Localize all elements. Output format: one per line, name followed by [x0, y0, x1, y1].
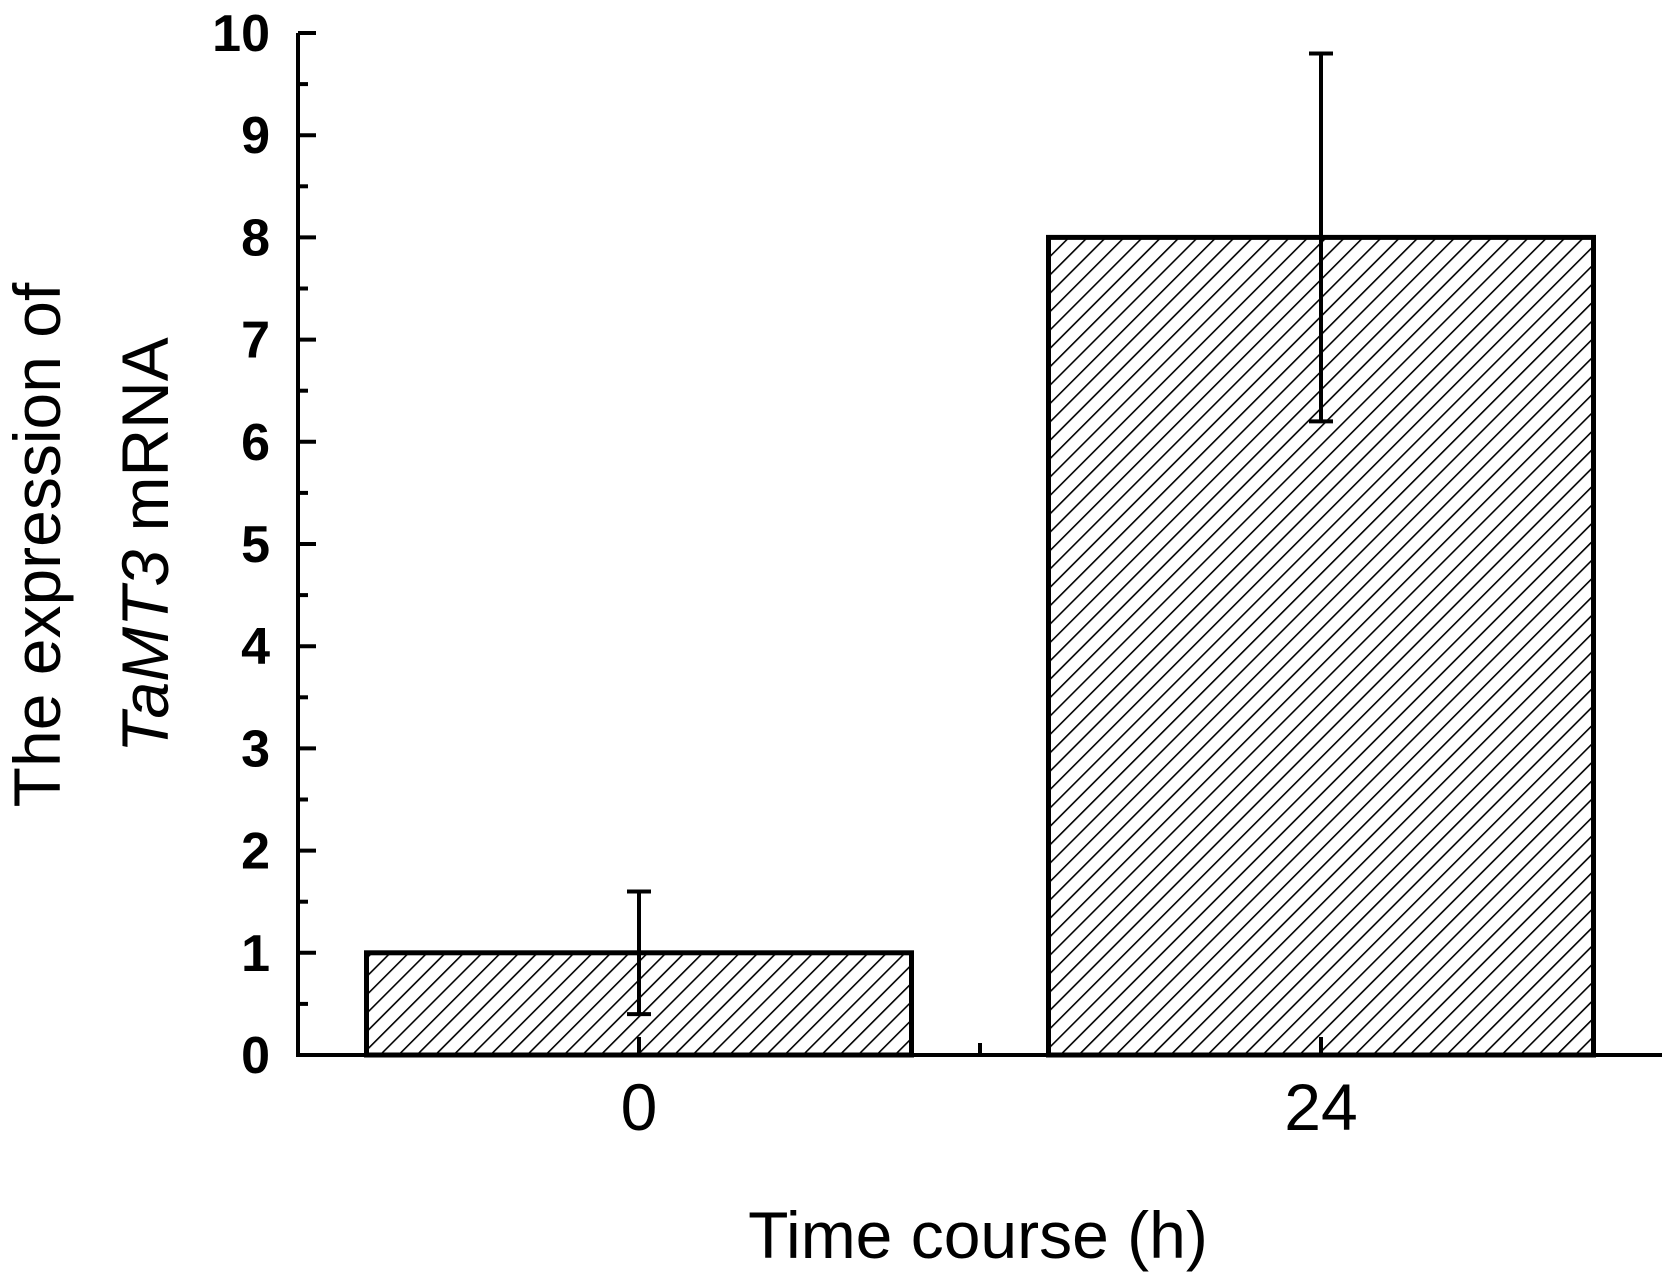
- y-tick-label: 1: [241, 925, 270, 983]
- x-axis-title: Time course (h): [748, 1198, 1208, 1272]
- y-tick-label: 5: [241, 516, 270, 574]
- y-tick-label: 0: [241, 1027, 270, 1085]
- y-ticks: 0 1 2 3 4 5 6 7 8 9 10: [212, 5, 316, 1085]
- y-tick-label: 9: [241, 107, 270, 165]
- x-ticks: 0 24: [621, 1037, 1358, 1144]
- y-tick-label: 6: [241, 414, 270, 472]
- x-tick-label: 0: [621, 1070, 658, 1144]
- y-axis-title-gene: TaMT3: [108, 550, 182, 753]
- y-tick-label: 3: [241, 720, 270, 778]
- y-tick-label: 10: [212, 5, 270, 63]
- y-tick-label: 7: [241, 312, 270, 370]
- y-axis-title-line2: TaMT3 mRNA: [108, 337, 182, 753]
- y-tick-label: 4: [241, 618, 270, 676]
- y-tick-label: 8: [241, 209, 270, 267]
- x-tick-label: 24: [1284, 1070, 1357, 1144]
- y-axis-title-suffix: mRNA: [108, 337, 182, 550]
- error-bars: [627, 51, 1333, 1017]
- y-axis-title-line1: The expression of: [0, 282, 74, 807]
- bars: [364, 234, 1596, 1058]
- y-tick-label: 2: [241, 823, 270, 881]
